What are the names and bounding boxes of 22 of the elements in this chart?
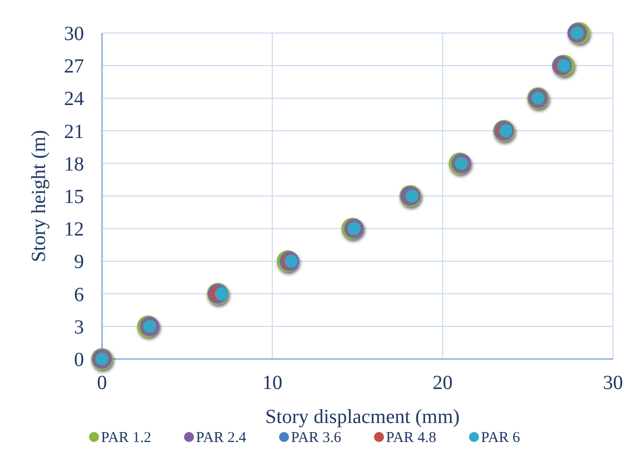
y-tick-label: 15 [64, 186, 84, 208]
x-tick-label: 20 [432, 372, 453, 394]
y-tick-label: 30 [64, 23, 84, 45]
legend-label: PAR 2.4 [196, 430, 247, 446]
legend-label: PAR 4.8 [386, 430, 436, 446]
x-tick-label: 0 [97, 372, 107, 394]
x-axis-title: Story displacment (mm) [265, 406, 460, 428]
legend-label: PAR 3.6 [291, 430, 342, 446]
y-tick-label: 21 [64, 120, 84, 143]
x-tick-label: 10 [262, 372, 282, 394]
y-tick-label: 6 [74, 284, 84, 306]
y-tick-label: 24 [64, 88, 84, 110]
y-tick-label: 12 [64, 218, 84, 241]
y-tick-label: 9 [74, 251, 84, 274]
x-tick-label: 30 [603, 372, 623, 394]
legend-label: PAR 1.2 [101, 430, 152, 446]
legend-label: PAR 6 [481, 430, 521, 446]
y-tick-label: 3 [74, 316, 84, 338]
y-tick-label: 18 [64, 153, 84, 176]
y-tick-label: 0 [74, 349, 84, 371]
y-tick-label: 27 [64, 56, 84, 78]
y-axis-title: Story height (m) [28, 130, 50, 262]
